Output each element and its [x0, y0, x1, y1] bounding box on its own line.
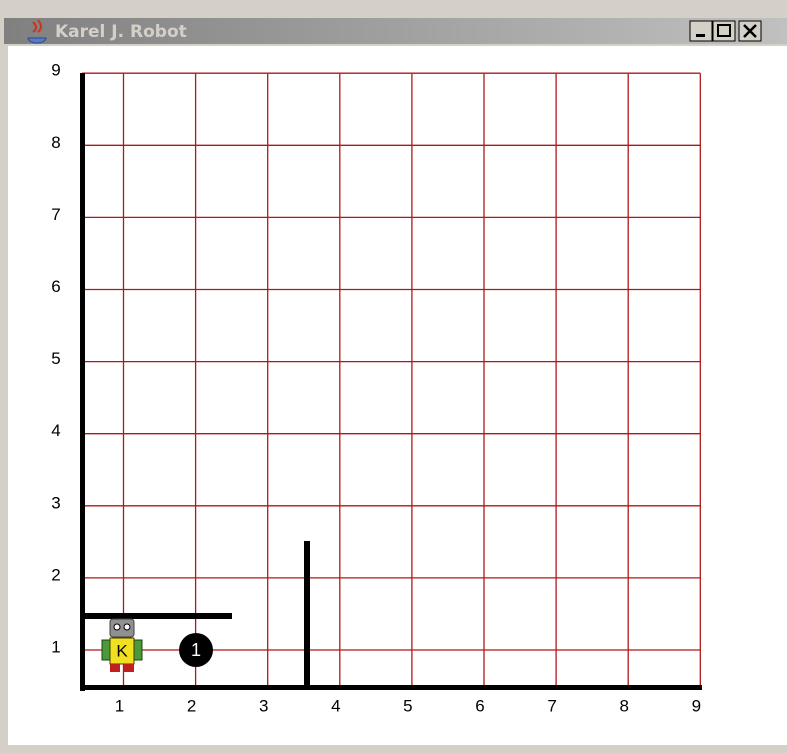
- avenue-label: 3: [259, 696, 268, 715]
- maximize-button[interactable]: [713, 21, 735, 41]
- avenue-label: 7: [547, 696, 556, 715]
- street-label: 1: [51, 637, 60, 656]
- window: Karel J. Robot 1 2 3 4 5 6 7 8 9 1 2 3 4 5 6 7 8 9 1 K: [0, 0, 787, 753]
- avenue-label: 5: [403, 696, 412, 715]
- street-label: 3: [51, 493, 60, 512]
- page: Karel J. Robot 1 2 3 4 5 6 7 8 9 1 2 3 4 5 6 7 8 9 1 K: [0, 0, 787, 753]
- wall: [304, 541, 310, 689]
- avenue-label: 2: [187, 696, 196, 715]
- close-button[interactable]: [739, 21, 761, 41]
- minimize-button[interactable]: [690, 21, 712, 41]
- wall: [82, 613, 232, 619]
- window-title: Karel J. Robot: [55, 22, 187, 42]
- street-label: 2: [51, 565, 60, 584]
- wall: [80, 685, 702, 690]
- robot-label: K: [116, 641, 128, 660]
- beeper-count: 1: [191, 640, 201, 660]
- wall: [80, 73, 85, 691]
- street-label: 4: [51, 421, 60, 440]
- street-label: 7: [51, 205, 60, 224]
- street-label: 9: [51, 61, 60, 80]
- avenue-label: 9: [692, 696, 701, 715]
- avenue-label: 8: [619, 696, 628, 715]
- avenue-label: 4: [331, 696, 340, 715]
- street-label: 5: [51, 349, 60, 368]
- avenue-label: 6: [475, 696, 484, 715]
- avenue-label: 1: [115, 696, 124, 715]
- beeper: 1: [179, 633, 213, 667]
- street-label: 8: [51, 133, 60, 152]
- street-label: 6: [51, 277, 60, 296]
